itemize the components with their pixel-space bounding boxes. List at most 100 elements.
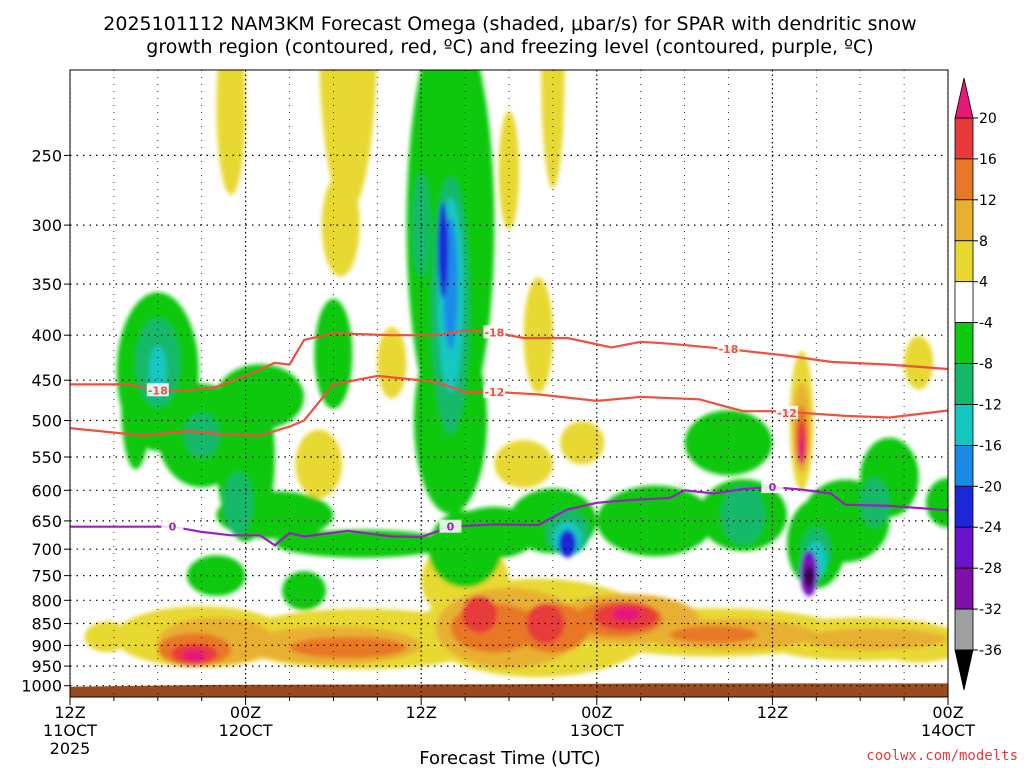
x-tick-label: 00Z — [230, 703, 261, 722]
omega-shade — [558, 529, 577, 558]
colorbar-label: 8 — [979, 234, 988, 250]
colorbar-label: -12 — [979, 398, 1002, 414]
colorbar-segment — [954, 281, 974, 324]
omega-shade — [670, 625, 758, 644]
omega-shade — [314, 298, 353, 409]
omega-shade — [84, 621, 129, 652]
omega-shade — [223, 471, 253, 534]
colorbar-segment — [954, 363, 974, 405]
freezing-level-contour-label-bg — [439, 519, 462, 533]
omega-shade — [860, 478, 890, 528]
colorbar-label: -32 — [979, 602, 1002, 618]
colorbar-label: 4 — [979, 275, 988, 291]
omega-shade — [541, 70, 565, 189]
x-axis-label: Forecast Time (UTC) — [419, 748, 600, 768]
omega-shade — [805, 566, 813, 587]
y-tick-label: 500 — [31, 412, 62, 431]
x-tick-label: 13OCT — [570, 721, 624, 740]
omega-shade — [182, 649, 207, 663]
omega-shade — [462, 595, 498, 633]
omega-shade — [216, 364, 305, 430]
grid — [70, 70, 948, 697]
omega-shade — [498, 111, 520, 230]
y-tick-label: 950 — [31, 657, 62, 676]
credit-text: coolwx.com/modelts — [866, 748, 1018, 764]
terrain — [70, 683, 948, 697]
omega-shade — [289, 636, 407, 659]
omega-shade — [377, 327, 407, 399]
colorbar-label: 16 — [979, 152, 997, 168]
freezing-level-contour-label: 0 — [447, 521, 455, 534]
freezing-level-contour-label-bg — [161, 519, 184, 533]
dendritic-contour-minus12-label: -12 — [484, 386, 504, 399]
colorbar-label: -28 — [979, 561, 1002, 577]
colorbar-label: -8 — [979, 357, 993, 373]
y-axis: 250 300 350 400 450 500 550 600 650 700 750 800 850 9… — [21, 146, 70, 696]
freezing-level-contour-label-bg — [761, 480, 784, 494]
omega-shade — [438, 201, 449, 298]
colorbar-segment — [954, 567, 974, 610]
omega-shade — [494, 440, 553, 488]
dendritic-contour-minus18-label-bg — [717, 342, 740, 356]
omega-shade — [321, 173, 360, 277]
omega-shade — [801, 628, 948, 650]
omega-shade — [684, 410, 773, 476]
x-tick-label: 00Z — [932, 703, 963, 722]
colorbar-label: 20 — [979, 111, 997, 127]
omega-shade — [274, 529, 451, 558]
omega-shade — [904, 336, 934, 390]
dendritic-contour-minus18-label-bg — [146, 383, 169, 397]
y-tick-label: 800 — [31, 591, 62, 610]
colorbar-segment — [954, 117, 974, 160]
omega-shade — [295, 429, 343, 499]
colorbar-label: -20 — [979, 479, 1002, 495]
y-tick-label: 550 — [31, 448, 62, 467]
omega-shade — [216, 70, 246, 195]
colorbar-max-arrow — [954, 77, 974, 119]
chart-title-line-1: 2025101112 NAM3KM Forecast Omega (shaded… — [103, 13, 916, 35]
x-tick-label: 2025 — [50, 739, 91, 758]
dendritic-contour-minus18-label-bg — [483, 325, 506, 339]
x-tick-label: 12Z — [54, 703, 85, 722]
y-tick-label: 400 — [31, 326, 62, 345]
y-tick-label: 350 — [31, 275, 62, 294]
y-tick-label: 1000 — [21, 677, 62, 696]
omega-shade — [721, 485, 766, 545]
contour-labels: -18 -18 -18 -12 -12 0 0 0 — [146, 325, 798, 534]
y-tick-label: 600 — [31, 481, 62, 500]
dendritic-contour-minus12-label-bg — [776, 405, 798, 419]
colorbar-segment — [954, 526, 974, 569]
freezing-level-contour-label: 0 — [169, 521, 177, 534]
y-tick-label: 700 — [31, 540, 62, 559]
y-tick-label: 900 — [31, 636, 62, 655]
colorbar-label: -4 — [979, 316, 993, 332]
x-tick-label: 12Z — [406, 703, 437, 722]
y-tick-label: 250 — [31, 146, 62, 165]
omega-shade — [798, 435, 805, 465]
dendritic-contour-minus12-label-bg — [483, 384, 506, 398]
x-tick-label: 00Z — [581, 703, 612, 722]
colorbar-segment — [954, 404, 974, 446]
omega-shade — [187, 555, 246, 596]
dendritic-contour-minus18-label: -18 — [148, 384, 168, 397]
colorbar-label: 12 — [979, 193, 997, 209]
omega-shade — [184, 413, 220, 458]
colorbar-label: -36 — [979, 643, 1002, 659]
y-tick-label: 650 — [31, 512, 62, 531]
colorbar-segment — [954, 608, 974, 651]
colorbar-segment — [954, 240, 974, 283]
y-tick-label: 300 — [31, 216, 62, 235]
colorbar-segment — [954, 322, 974, 364]
colorbar-label: -16 — [979, 438, 1002, 454]
x-tick-label: 14OCT — [921, 721, 975, 740]
omega-shade — [926, 478, 948, 528]
x-tick-label: 12Z — [757, 703, 788, 722]
dendritic-contour-minus18-label: -18 — [484, 326, 504, 339]
colorbar-segment — [954, 199, 974, 242]
colorbar-segment — [954, 444, 974, 487]
omega-shade — [560, 421, 605, 465]
colorbar-label: -24 — [979, 520, 1002, 536]
freezing-level-contour — [70, 486, 948, 547]
